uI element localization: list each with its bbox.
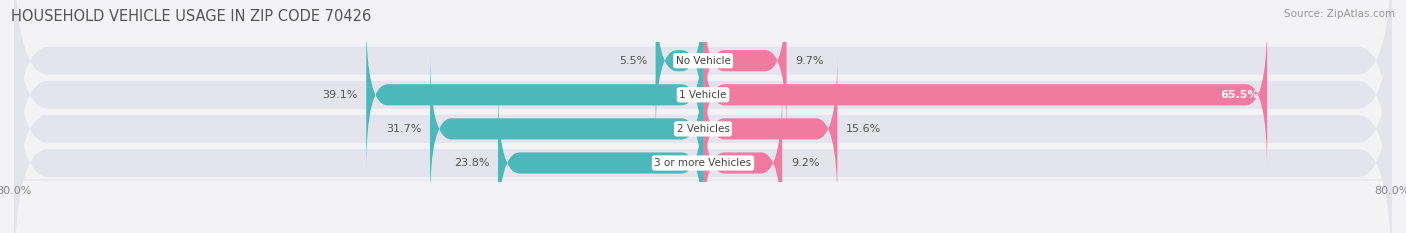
Text: Source: ZipAtlas.com: Source: ZipAtlas.com [1284, 9, 1395, 19]
Text: 5.5%: 5.5% [619, 56, 647, 66]
Text: 15.6%: 15.6% [846, 124, 882, 134]
FancyBboxPatch shape [703, 88, 782, 233]
Text: 1 Vehicle: 1 Vehicle [679, 90, 727, 100]
FancyBboxPatch shape [367, 20, 703, 169]
Text: 23.8%: 23.8% [454, 158, 489, 168]
Text: 9.2%: 9.2% [790, 158, 820, 168]
FancyBboxPatch shape [703, 54, 838, 204]
Text: 2 Vehicles: 2 Vehicles [676, 124, 730, 134]
FancyBboxPatch shape [14, 0, 1392, 183]
Text: HOUSEHOLD VEHICLE USAGE IN ZIP CODE 70426: HOUSEHOLD VEHICLE USAGE IN ZIP CODE 7042… [11, 9, 371, 24]
FancyBboxPatch shape [498, 88, 703, 233]
Text: 9.7%: 9.7% [796, 56, 824, 66]
Text: 31.7%: 31.7% [387, 124, 422, 134]
Text: 65.5%: 65.5% [1220, 90, 1258, 100]
FancyBboxPatch shape [14, 7, 1392, 233]
FancyBboxPatch shape [14, 41, 1392, 233]
Text: No Vehicle: No Vehicle [675, 56, 731, 66]
FancyBboxPatch shape [14, 0, 1392, 217]
Text: 39.1%: 39.1% [322, 90, 357, 100]
Text: 3 or more Vehicles: 3 or more Vehicles [654, 158, 752, 168]
FancyBboxPatch shape [703, 20, 1267, 169]
FancyBboxPatch shape [655, 0, 703, 135]
FancyBboxPatch shape [430, 54, 703, 204]
FancyBboxPatch shape [703, 0, 786, 135]
